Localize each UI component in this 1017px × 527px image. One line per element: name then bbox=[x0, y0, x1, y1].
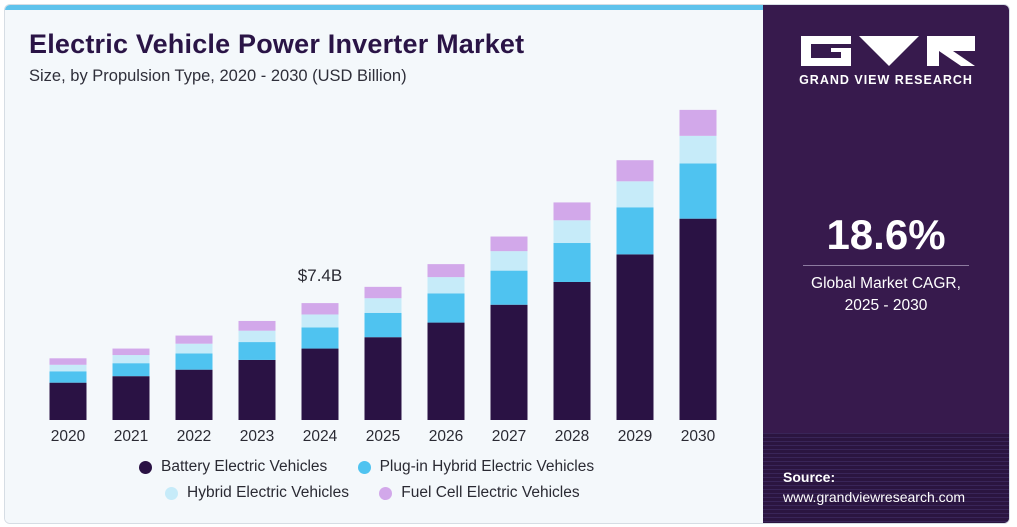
bar-segment bbox=[490, 304, 528, 420]
bar-segment bbox=[175, 343, 213, 354]
bar-segment bbox=[490, 236, 528, 252]
bar-segment bbox=[49, 364, 87, 372]
bar-segment bbox=[238, 342, 276, 360]
source-link[interactable]: www.grandviewresearch.com bbox=[783, 489, 966, 505]
x-tick-label: 2028 bbox=[555, 428, 589, 445]
bar-segment bbox=[364, 337, 402, 420]
bar-segment bbox=[679, 135, 717, 164]
legend-item-hybrid: Hybrid Electric Vehicles bbox=[165, 484, 349, 502]
bar-segment bbox=[679, 109, 717, 136]
bar-segment bbox=[238, 330, 276, 343]
bar-segment bbox=[616, 254, 654, 420]
legend-swatch-plugin-hybrid bbox=[357, 460, 371, 474]
x-tick-label: 2026 bbox=[429, 428, 463, 445]
x-tick-label: 2027 bbox=[492, 428, 526, 445]
bar-segment bbox=[616, 181, 654, 208]
x-tick-label: 2023 bbox=[240, 428, 274, 445]
legend-row-1: Battery Electric Vehicles Plug-in Hybrid… bbox=[139, 458, 620, 479]
chart-subtitle: Size, by Propulsion Type, 2020 - 2030 (U… bbox=[29, 67, 407, 85]
bar-segment bbox=[301, 314, 339, 328]
data-label: $7.4B bbox=[298, 266, 342, 285]
bar-segment bbox=[490, 270, 528, 305]
cagr-label-line-2: 2025 - 2030 bbox=[844, 297, 928, 314]
source-footer: Source: www.grandviewresearch.com bbox=[763, 433, 1009, 523]
bar-segment bbox=[553, 243, 591, 282]
bar-segment bbox=[112, 363, 150, 377]
bar-segment bbox=[49, 371, 87, 383]
legend-label-hybrid: Hybrid Electric Vehicles bbox=[187, 484, 349, 501]
legend-item-fuel-cell: Fuel Cell Electric Vehicles bbox=[379, 484, 580, 502]
divider bbox=[803, 265, 969, 266]
bar-segment bbox=[364, 286, 402, 299]
bar-segment bbox=[616, 160, 654, 182]
bar-segment bbox=[679, 218, 717, 420]
bar-segment bbox=[175, 353, 213, 370]
legend-swatch-hybrid bbox=[165, 486, 178, 500]
bar-segment bbox=[427, 293, 465, 323]
bar-segment bbox=[364, 298, 402, 313]
bar-segment bbox=[427, 322, 465, 420]
bar-segment bbox=[553, 281, 591, 420]
bar-segment bbox=[616, 207, 654, 255]
legend-label-fuel-cell: Fuel Cell Electric Vehicles bbox=[401, 484, 580, 501]
bar-segment bbox=[553, 220, 591, 244]
bar-segment bbox=[112, 376, 150, 420]
cagr-label: Global Market CAGR, 2025 - 2030 bbox=[763, 273, 1009, 317]
legend-label-battery: Battery Electric Vehicles bbox=[161, 458, 328, 475]
source-label: Source: bbox=[783, 469, 836, 485]
legend-row-2: Hybrid Electric Vehicles Fuel Cell Elect… bbox=[165, 484, 606, 505]
stacked-bar-chart: 2020 2021 2022 2023 $7.4B 2024 2025 2026 2027 202… bbox=[49, 109, 717, 445]
legend-item-plugin-hybrid: Plug-in Hybrid Electric Vehicles bbox=[357, 458, 595, 476]
legend-label-plugin-hybrid: Plug-in Hybrid Electric Vehicles bbox=[379, 458, 595, 475]
bar-segment bbox=[301, 348, 339, 420]
bar-segment bbox=[49, 358, 87, 365]
x-tick-label: 2021 bbox=[114, 428, 148, 445]
legend-swatch-battery bbox=[139, 460, 152, 474]
x-tick-label: 2024 bbox=[303, 428, 338, 445]
cagr-value: 18.6% bbox=[826, 211, 946, 258]
chart-title: Electric Vehicle Power Inverter Market bbox=[29, 29, 525, 59]
bar-segment bbox=[553, 202, 591, 221]
x-tick-label: 2020 bbox=[51, 428, 86, 445]
bar-segment bbox=[238, 359, 276, 420]
x-tick-label: 2022 bbox=[177, 428, 211, 445]
grand-view-research-logo bbox=[801, 36, 975, 66]
bar-segment bbox=[490, 251, 528, 271]
bar-segment bbox=[427, 277, 465, 294]
bar-segment bbox=[112, 355, 150, 364]
chart-panel: Electric Vehicle Power Inverter Market S… bbox=[5, 5, 763, 523]
cagr-label-line-1: Global Market CAGR, bbox=[811, 275, 961, 292]
bar-segment bbox=[427, 264, 465, 278]
legend-swatch-fuel-cell bbox=[379, 486, 393, 500]
infographic-card: Electric Vehicle Power Inverter Market S… bbox=[4, 4, 1010, 524]
x-tick-label: 2030 bbox=[681, 428, 716, 445]
bar-segment bbox=[679, 163, 717, 219]
bar-segment bbox=[112, 348, 150, 356]
bar-segment bbox=[49, 382, 87, 420]
bar-segment bbox=[301, 303, 339, 315]
accent-bar bbox=[5, 5, 763, 10]
brand-name: GRAND VIEW RESEARCH bbox=[799, 73, 973, 87]
summary-sidebar: GRAND VIEW RESEARCH 18.6% Global Market … bbox=[763, 5, 1009, 523]
legend-item-battery: Battery Electric Vehicles bbox=[139, 458, 327, 476]
bar-segment bbox=[175, 369, 213, 420]
x-tick-label: 2025 bbox=[366, 428, 400, 445]
bar-segment bbox=[364, 312, 402, 338]
x-tick-label: 2029 bbox=[618, 428, 652, 445]
bar-segment bbox=[175, 335, 213, 344]
bar-segment bbox=[238, 320, 276, 331]
bar-segment bbox=[301, 327, 339, 349]
